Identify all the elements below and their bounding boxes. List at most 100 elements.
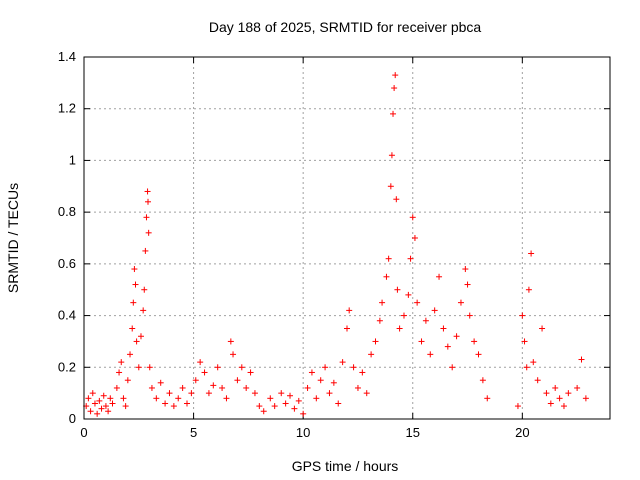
- data-point: [145, 229, 152, 236]
- y-tick-label: 1: [69, 152, 76, 167]
- data-point: [192, 377, 199, 384]
- data-point: [142, 247, 149, 254]
- data-point: [440, 325, 447, 332]
- data-point: [466, 312, 473, 319]
- data-point: [148, 384, 155, 391]
- grid: [84, 57, 610, 419]
- data-point: [457, 299, 464, 306]
- data-point: [96, 397, 103, 404]
- data-point: [175, 395, 182, 402]
- data-point: [387, 183, 394, 190]
- data-point: [170, 403, 177, 410]
- data-point: [143, 214, 150, 221]
- data-point: [449, 364, 456, 371]
- data-point: [87, 408, 94, 415]
- data-point: [372, 338, 379, 345]
- y-tick-label: 1.2: [58, 101, 76, 116]
- data-point: [346, 307, 353, 314]
- data-point: [153, 395, 160, 402]
- data-point: [184, 400, 191, 407]
- data-point: [464, 281, 471, 288]
- data-point: [201, 369, 208, 376]
- data-point: [335, 400, 342, 407]
- data-point: [411, 235, 418, 241]
- data-point: [238, 364, 245, 371]
- data-point: [132, 281, 139, 288]
- y-tick-label: 0.6: [58, 256, 76, 271]
- data-point: [295, 397, 302, 404]
- data-point: [127, 351, 134, 358]
- data-point: [214, 364, 221, 371]
- data-point: [162, 400, 169, 407]
- data-point: [578, 356, 585, 363]
- data-point: [530, 359, 537, 366]
- data-point: [574, 384, 581, 391]
- data-point: [539, 325, 546, 332]
- data-point: [105, 408, 112, 415]
- plot-frame: [83, 56, 611, 420]
- data-point: [552, 384, 559, 391]
- data-point: [227, 338, 234, 345]
- data-point: [418, 338, 425, 345]
- data-point: [267, 395, 274, 402]
- data-point: [436, 273, 443, 280]
- data-point: [525, 286, 532, 293]
- data-point: [157, 379, 164, 386]
- data-point: [260, 408, 267, 415]
- data-point: [390, 110, 397, 117]
- data-point: [383, 273, 390, 280]
- data-point: [479, 377, 486, 384]
- data-point: [91, 400, 98, 407]
- data-point: [133, 338, 140, 345]
- y-axis-label: SRMTID / TECUs: [5, 183, 21, 293]
- data-point: [363, 390, 370, 397]
- y-tick-label: 0.4: [58, 308, 76, 323]
- data-point: [534, 377, 541, 384]
- data-point: [251, 390, 258, 397]
- data-point: [523, 364, 530, 371]
- data-point: [124, 377, 131, 384]
- data-point: [89, 390, 96, 397]
- data-point: [146, 364, 153, 371]
- data-point: [422, 317, 429, 324]
- data-point: [547, 400, 554, 407]
- data-point: [129, 325, 136, 332]
- data-point: [543, 390, 550, 397]
- data-point: [471, 338, 478, 345]
- data-point: [100, 392, 107, 399]
- data-point: [453, 333, 460, 340]
- data-point: [223, 395, 230, 402]
- data-points: [83, 72, 589, 417]
- data-point: [166, 390, 173, 397]
- data-point: [475, 351, 482, 358]
- data-point: [368, 351, 375, 358]
- data-point: [376, 317, 383, 324]
- data-point: [582, 395, 589, 402]
- data-point: [219, 384, 226, 391]
- x-tick-label: 10: [296, 425, 310, 440]
- data-point: [354, 384, 361, 391]
- data-point: [519, 312, 526, 319]
- data-point: [394, 286, 401, 293]
- data-point: [210, 382, 217, 389]
- data-point: [560, 403, 567, 410]
- axis-ticks: 0 5 10 15 20 0 0.2 0.4 0.6 0.8 1 1.2 1.4: [58, 49, 610, 440]
- data-point: [131, 266, 138, 273]
- data-point: [120, 395, 127, 402]
- data-point: [304, 384, 311, 391]
- y-tick-label: 0.2: [58, 359, 76, 374]
- data-point: [291, 405, 298, 412]
- data-point: [122, 403, 129, 410]
- data-point: [278, 390, 285, 397]
- data-point: [565, 390, 572, 397]
- x-axis-label: GPS time / hours: [292, 458, 399, 474]
- data-point: [521, 338, 528, 345]
- data-point: [396, 325, 403, 332]
- data-point: [197, 359, 204, 366]
- data-point: [359, 369, 366, 376]
- data-point: [137, 333, 144, 340]
- data-point: [247, 369, 254, 376]
- data-point: [205, 390, 212, 397]
- data-point: [116, 369, 123, 376]
